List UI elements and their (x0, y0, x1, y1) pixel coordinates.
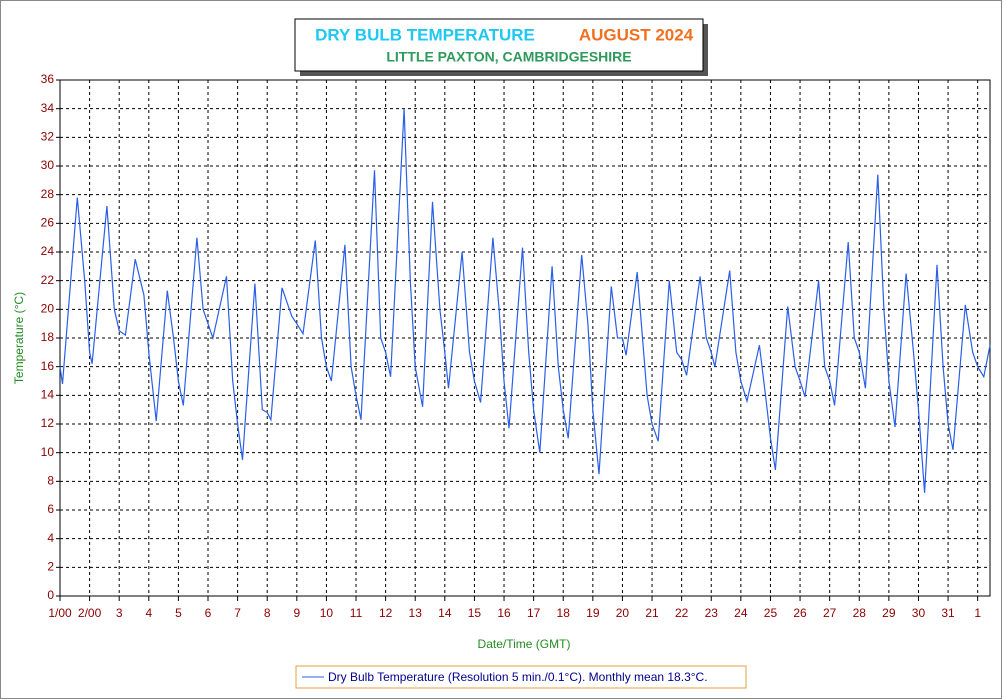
y-tick-label: 30 (41, 158, 55, 172)
y-tick-label: 2 (47, 560, 54, 574)
x-tick-label: 31 (941, 606, 955, 620)
y-tick-label: 8 (47, 474, 54, 488)
x-tick-label: 8 (264, 606, 271, 620)
x-tick-label: 30 (912, 606, 926, 620)
x-tick-label: 1 (974, 606, 981, 620)
x-tick-label: 6 (205, 606, 212, 620)
title-box (294, 18, 704, 72)
chart-title: DRY BULB TEMPERATURE (315, 25, 535, 44)
y-tick-label: 0 (47, 588, 54, 602)
x-tick-label: 19 (586, 606, 600, 620)
x-tick-label: 23 (705, 606, 719, 620)
x-tick-label: 24 (734, 606, 748, 620)
x-tick-label: 3 (116, 606, 123, 620)
x-tick-label: 21 (645, 606, 659, 620)
y-tick-label: 6 (47, 502, 54, 516)
y-tick-label: 36 (41, 72, 55, 86)
x-tick-label: 22 (675, 606, 689, 620)
y-tick-label: 12 (41, 416, 55, 430)
series-line (59, 108, 991, 493)
x-tick-label: 9 (293, 606, 300, 620)
chart-title-month: AUGUST 2024 (579, 25, 694, 44)
y-tick-label: 10 (41, 445, 55, 459)
y-tick-label: 14 (41, 388, 55, 402)
y-tick-label: 20 (41, 302, 55, 316)
x-tick-label: 20 (616, 606, 630, 620)
x-tick-label: 26 (793, 606, 807, 620)
x-tick-label: 2/00 (78, 606, 102, 620)
y-tick-label: 32 (41, 130, 55, 144)
x-tick-label: 28 (853, 606, 867, 620)
x-tick-label: 27 (823, 606, 837, 620)
x-tick-label: 18 (557, 606, 571, 620)
legend-box (295, 665, 747, 689)
x-tick-label: 25 (764, 606, 778, 620)
x-tick-label: 7 (234, 606, 241, 620)
chart-subtitle: LITTLE PAXTON, CAMBRIDGESHIRE (386, 49, 631, 65)
y-axis-label: Temperature (°C) (12, 292, 26, 384)
x-tick-label: 15 (468, 606, 482, 620)
x-tick-label: 16 (497, 606, 511, 620)
y-tick-label: 18 (41, 330, 55, 344)
y-tick-label: 34 (41, 101, 55, 115)
y-tick-label: 16 (41, 359, 55, 373)
x-tick-label: 14 (438, 606, 452, 620)
legend-label: Dry Bulb Temperature (Resolution 5 min./… (328, 670, 708, 684)
x-tick-label: 13 (409, 606, 423, 620)
x-tick-label: 29 (882, 606, 896, 620)
y-tick-label: 4 (47, 531, 54, 545)
y-tick-label: 24 (41, 244, 55, 258)
y-tick-label: 28 (41, 187, 55, 201)
y-tick-label: 26 (41, 216, 55, 230)
x-tick-label: 4 (145, 606, 152, 620)
x-tick-label: 1/00 (48, 606, 72, 620)
x-tick-label: 17 (527, 606, 541, 620)
y-tick-label: 22 (41, 273, 55, 287)
x-tick-label: 10 (320, 606, 334, 620)
x-tick-label: 12 (379, 606, 393, 620)
x-axis-label: Date/Time (GMT) (478, 637, 571, 651)
x-tick-label: 11 (350, 606, 363, 620)
x-tick-label: 5 (175, 606, 182, 620)
